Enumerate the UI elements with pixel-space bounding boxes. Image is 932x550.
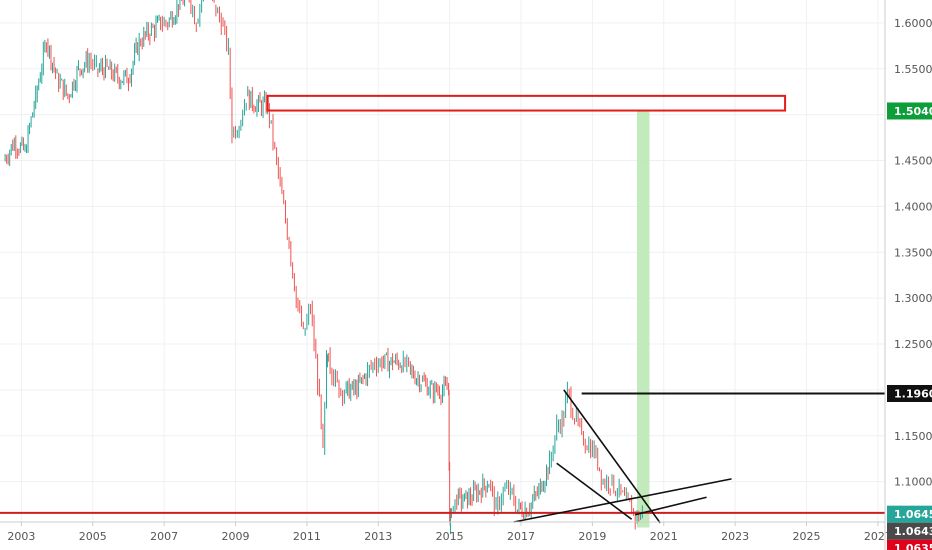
price-tag-bg: [887, 505, 932, 523]
resistance-zone-box: [266, 94, 787, 112]
annotation-layer-back: [636, 110, 650, 528]
x-tick-label: 2021: [650, 530, 678, 543]
price-tag-label: 1.06435: [894, 525, 932, 538]
y-tick-label: 1.35000: [894, 246, 932, 259]
price-tag-bg: [887, 539, 932, 550]
x-tick-label: 2017: [507, 530, 535, 543]
annotation-layer-front: [0, 94, 885, 524]
x-tick-label: 2015: [436, 530, 464, 543]
y-tick-label: 1.55000: [894, 63, 932, 76]
y-tick-label: 1.60000: [894, 17, 932, 30]
x-tick-label: 2005: [79, 530, 107, 543]
trendline: [556, 462, 633, 520]
grid-lines: [0, 0, 885, 522]
price-tag-bg: [887, 102, 932, 120]
price-series: [4, 0, 643, 535]
x-tick-label: 2009: [222, 530, 250, 543]
price-tag-label: 1.19607: [894, 387, 932, 400]
price-tag-label: 1.06454: [894, 508, 932, 521]
x-tick-label: 2025: [792, 530, 820, 543]
y-tick-label: 1.30000: [894, 292, 932, 305]
x-tick-label: 2013: [364, 530, 392, 543]
x-tick-label: 2027: [864, 530, 892, 543]
x-tick-label: 2011: [293, 530, 321, 543]
trendline: [635, 496, 707, 516]
time-axis[interactable]: 2003 2005 2007 2009 2011 2013 2015 2017 2019 2021…: [0, 521, 892, 543]
price-tags: 1.504031.196071.064541.064351.063531.058…: [887, 102, 932, 550]
y-tick-label: 1.40000: [894, 200, 932, 213]
price-tag-label: 1.50403: [894, 105, 932, 118]
y-tick-label: 1.25000: [894, 338, 932, 351]
target-projection-bar: [636, 110, 650, 528]
price-tag-bg: [887, 522, 932, 540]
x-tick-label: 2007: [150, 530, 178, 543]
x-tick-label: 2003: [7, 530, 35, 543]
price-tag-bg: [887, 384, 932, 402]
price-axis[interactable]: 1.600001.550001.500001.450001.400001.350…: [884, 0, 932, 550]
trendline: [563, 389, 661, 524]
y-tick-label: 1.10000: [894, 476, 932, 489]
trendline: [513, 478, 732, 523]
x-tick-label: 2023: [721, 530, 749, 543]
price-tag-label: 1.06353: [894, 542, 932, 550]
x-tick-label: 2019: [578, 530, 606, 543]
y-tick-label: 1.15000: [894, 430, 932, 443]
y-tick-label: 1.45000: [894, 155, 932, 168]
